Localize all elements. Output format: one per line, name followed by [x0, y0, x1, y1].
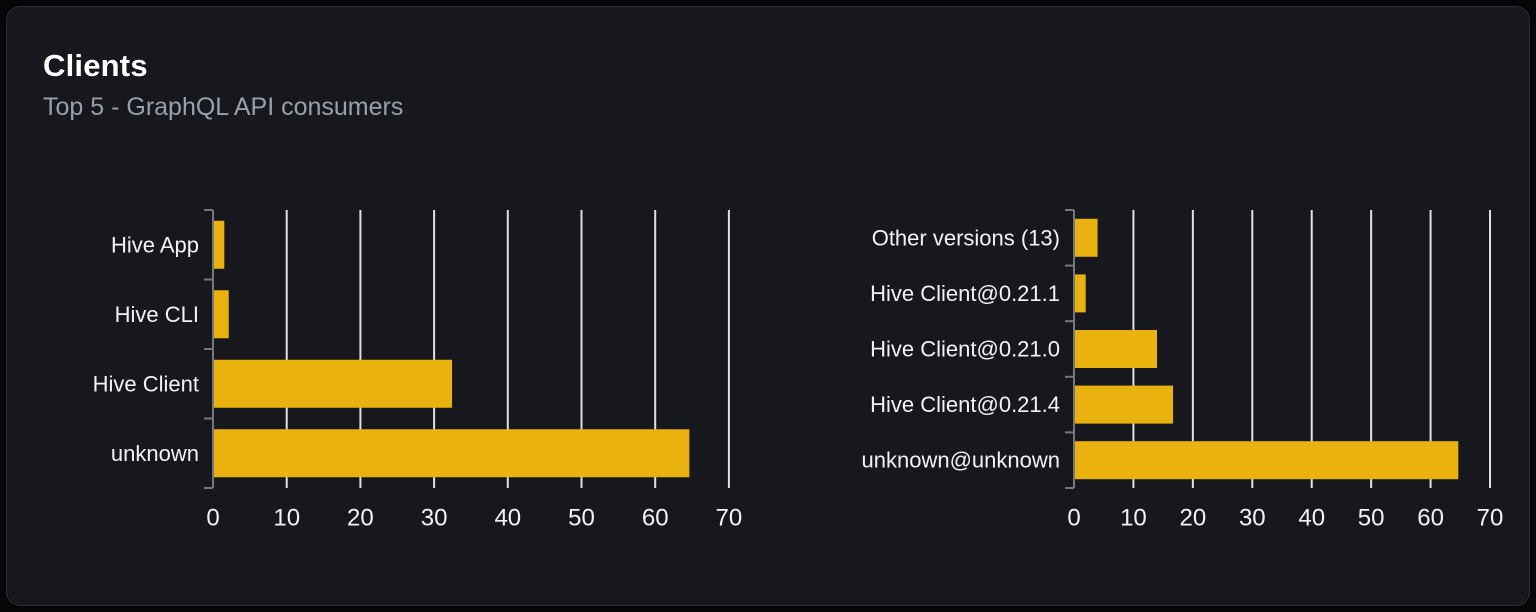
category-label: Hive Client@0.21.0 [870, 337, 1060, 362]
category-label: unknown@unknown [862, 448, 1060, 473]
category-label: Hive App [111, 232, 199, 257]
x-tick-label: 40 [494, 505, 521, 532]
category-label: Hive CLI [115, 302, 199, 327]
x-tick-label: 30 [1239, 505, 1266, 532]
x-tick-label: 70 [1477, 505, 1504, 532]
clients-card: Clients Top 5 - GraphQL API consumers [6, 6, 1530, 606]
category-label: Hive Client@0.21.4 [870, 392, 1060, 417]
x-tick-label: 10 [1120, 505, 1147, 532]
category-label: unknown [111, 441, 199, 466]
x-tick-label: 20 [347, 505, 374, 532]
x-tick-label: 50 [568, 505, 595, 532]
bar [1075, 274, 1086, 313]
x-tick-label: 60 [1417, 505, 1444, 532]
category-label: Other versions (13) [872, 225, 1060, 250]
x-tick-label: 0 [1067, 505, 1080, 532]
x-tick-label: 20 [1180, 505, 1207, 532]
card-subtitle: Top 5 - GraphQL API consumers [43, 93, 404, 121]
bar [1075, 218, 1098, 257]
card-title: Clients [43, 48, 148, 83]
category-label: Hive Client [93, 371, 199, 396]
x-tick-label: 40 [1298, 505, 1325, 532]
clients-by-version-chart: Other versions (13) Hive Client@0.21.1 Hiv… [862, 209, 1504, 532]
x-tick-label: 60 [642, 505, 669, 532]
x-tick-label: 0 [206, 505, 219, 532]
bar [214, 290, 229, 339]
x-tick-label: 70 [716, 505, 743, 532]
bar [1075, 330, 1158, 368]
x-tick-label: 50 [1358, 505, 1385, 532]
bar [214, 359, 453, 408]
bar [1075, 385, 1174, 424]
x-tick-label: 10 [273, 505, 300, 532]
x-tick-label: 30 [421, 505, 448, 532]
bar [214, 220, 225, 269]
clients-by-name-chart: Hive App Hive CLI Hive Client unknown 0 10 20 3… [93, 209, 743, 532]
bar [1075, 441, 1459, 480]
bar [214, 429, 690, 478]
category-label: Hive Client@0.21.1 [870, 281, 1060, 306]
